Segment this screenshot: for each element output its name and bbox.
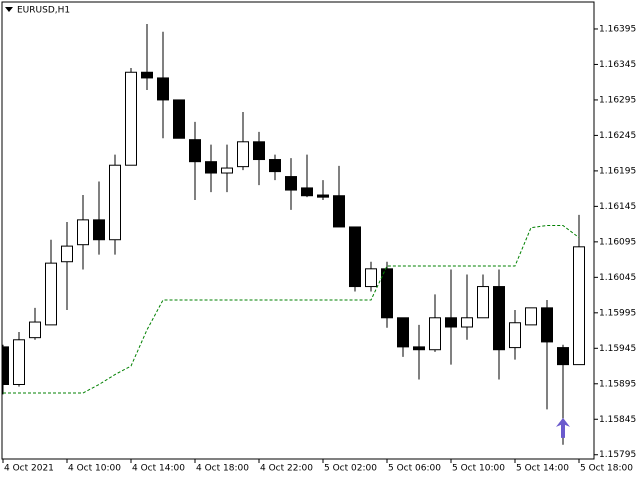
y-tick-label: 1.15895 [599,379,636,389]
candle-body [525,307,537,326]
candle-body [77,219,89,246]
x-tick-label: 4 Oct 14:00 [132,464,185,474]
candle-body [493,286,505,351]
y-tick-label: 1.15795 [599,450,636,460]
x-tick-label: 4 Oct 22:00 [260,464,313,474]
x-tick-label: 4 Oct 10:00 [68,464,121,474]
x-tick-label: 5 Oct 10:00 [452,464,505,474]
candle-body [2,346,9,385]
candle-body [109,164,121,241]
candle-body [125,71,137,166]
candle-body [365,268,377,288]
candle-body [253,141,265,161]
y-tick-label: 1.16145 [599,202,636,212]
candle-body [93,219,105,241]
candle-body [333,195,345,228]
candle-body [29,321,41,339]
candle-body [45,262,57,326]
candle-body [477,286,489,319]
candle-body [237,141,249,168]
buy-arrow [556,417,570,438]
y-tick-label: 1.15995 [599,308,636,318]
candle-body [397,317,409,348]
candle-body [413,346,425,351]
candle-body [557,347,569,366]
candle-body [141,71,153,79]
indicator-line [3,225,580,394]
y-tick-label: 1.16245 [599,131,636,141]
y-tick-label: 1.15945 [599,344,636,354]
candle-body [541,307,553,343]
y-tick-label: 1.16295 [599,95,636,105]
candle-body [173,99,185,139]
candle-body [381,268,393,319]
x-tick-label: 4 Oct 2021 [4,464,54,474]
x-tick-label: 5 Oct 14:00 [516,464,569,474]
candle-body [221,167,233,174]
chart-title: EURUSD,H1 [17,6,70,16]
candle-body [317,194,329,198]
candle-body [13,339,25,385]
candle-body [573,246,585,366]
candle-body [61,245,73,263]
candle-body [285,176,297,191]
y-tick-label: 1.16045 [599,273,636,283]
y-tick-label: 1.16345 [599,60,636,70]
x-tick-label: 4 Oct 18:00 [196,464,249,474]
candle-body [157,77,169,101]
x-tick-label: 5 Oct 18:00 [580,464,633,474]
x-tick-label: 5 Oct 02:00 [324,464,377,474]
candle-body [349,226,361,288]
plot [2,23,585,445]
menu-triangle[interactable] [5,7,13,12]
candle-body [461,317,473,328]
y-tick-label: 1.16395 [599,24,636,34]
x-tick-label: 5 Oct 06:00 [388,464,441,474]
candle-body [205,161,217,174]
y-tick-label: 1.15845 [599,415,636,425]
y-tick-label: 1.16095 [599,237,636,247]
plot-frame [1,1,595,460]
candle-body [429,317,441,351]
candle-body [189,139,201,163]
candle-body [445,317,457,328]
y-tick-label: 1.16195 [599,166,636,176]
candle-body [301,187,313,197]
candle-body [269,159,281,173]
candle-body [509,322,521,349]
